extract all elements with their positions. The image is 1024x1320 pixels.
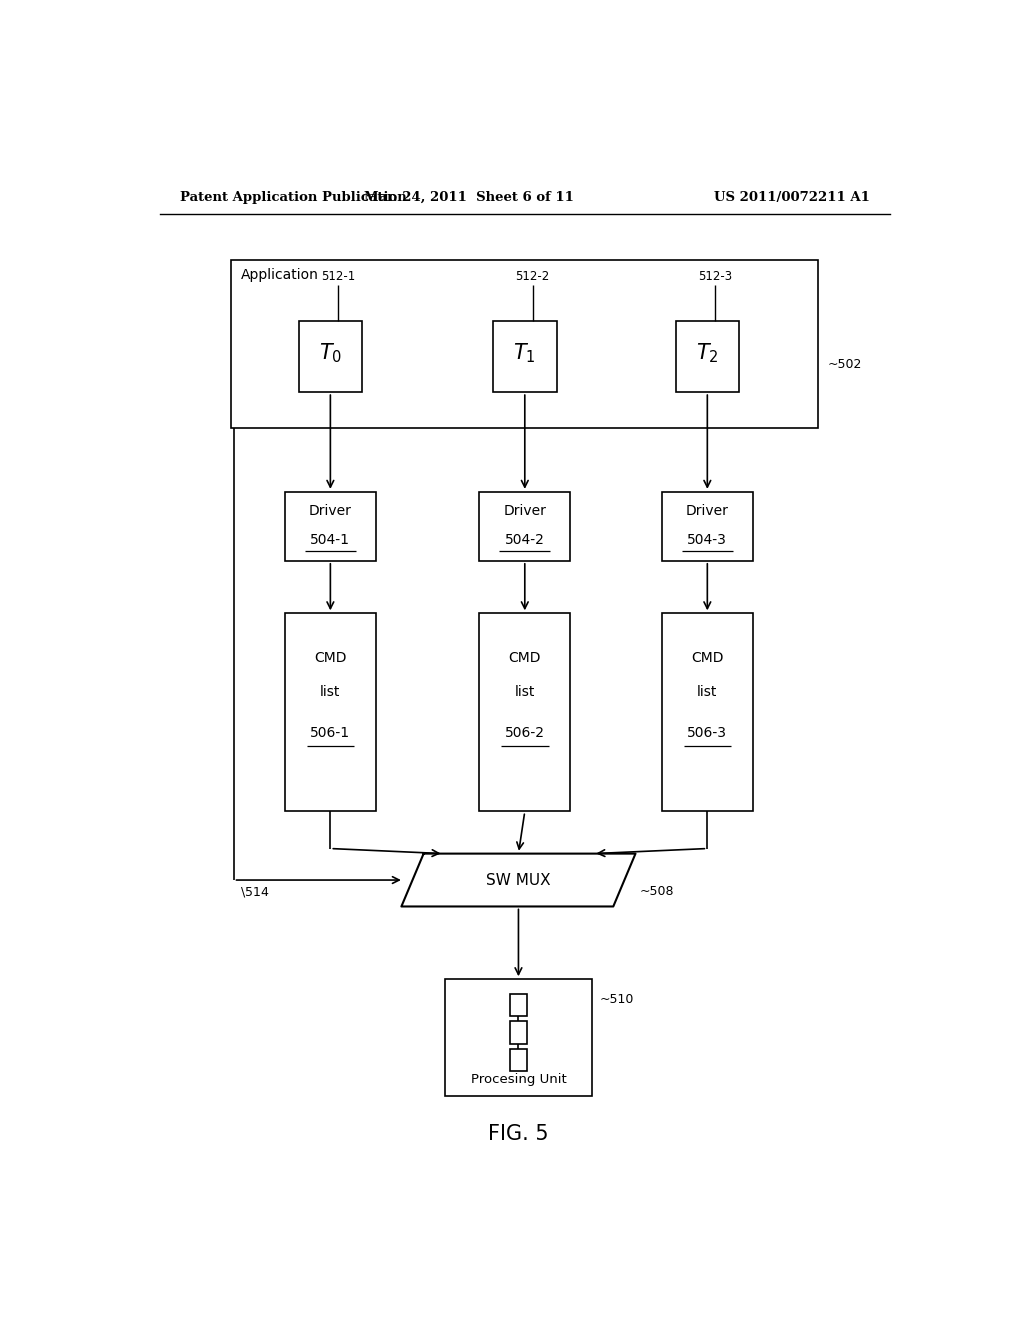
Bar: [231, 260, 818, 428]
Text: 504-3: 504-3: [687, 532, 727, 546]
Text: Mar. 24, 2011  Sheet 6 of 11: Mar. 24, 2011 Sheet 6 of 11: [365, 190, 574, 203]
Text: $T_{0}$: $T_{0}$: [318, 342, 342, 366]
Text: CMD: CMD: [314, 652, 346, 665]
Bar: [494, 321, 557, 392]
Text: $T_{2}$: $T_{2}$: [696, 342, 719, 366]
Text: 512-1: 512-1: [322, 271, 355, 284]
Text: Driver: Driver: [309, 504, 352, 517]
Text: SW MUX: SW MUX: [486, 873, 551, 887]
Text: Driver: Driver: [686, 504, 729, 517]
Text: ~502: ~502: [828, 358, 862, 371]
Text: 512-3: 512-3: [698, 271, 732, 284]
Text: list: list: [515, 685, 535, 700]
Polygon shape: [401, 854, 636, 907]
Bar: [662, 614, 753, 812]
Text: CMD: CMD: [509, 652, 541, 665]
Text: Application: Application: [241, 268, 318, 282]
Text: list: list: [697, 685, 718, 700]
Text: 506-3: 506-3: [687, 726, 727, 739]
Text: 512-2: 512-2: [516, 271, 550, 284]
Bar: [285, 492, 376, 561]
Bar: [662, 492, 753, 561]
Text: ~508: ~508: [639, 886, 674, 898]
Text: $\backslash$514: $\backslash$514: [240, 886, 269, 899]
Text: FIG. 5: FIG. 5: [488, 1125, 549, 1144]
Bar: [510, 1022, 527, 1044]
Text: CMD: CMD: [691, 652, 724, 665]
Bar: [510, 1049, 527, 1071]
Bar: [445, 979, 592, 1096]
Text: Driver: Driver: [504, 504, 546, 517]
Text: 506-1: 506-1: [310, 726, 350, 739]
Text: $T_{1}$: $T_{1}$: [513, 342, 537, 366]
Bar: [510, 994, 527, 1016]
Text: Patent Application Publication: Patent Application Publication: [179, 190, 407, 203]
Text: 506-2: 506-2: [505, 726, 545, 739]
Text: list: list: [321, 685, 341, 700]
Bar: [676, 321, 739, 392]
Bar: [479, 492, 570, 561]
Text: ~510: ~510: [600, 993, 634, 1006]
Text: 504-1: 504-1: [310, 532, 350, 546]
Text: 504-2: 504-2: [505, 532, 545, 546]
Bar: [299, 321, 362, 392]
Bar: [285, 614, 376, 812]
Text: US 2011/0072211 A1: US 2011/0072211 A1: [714, 190, 870, 203]
Text: Procesing Unit: Procesing Unit: [471, 1073, 566, 1086]
Bar: [479, 614, 570, 812]
